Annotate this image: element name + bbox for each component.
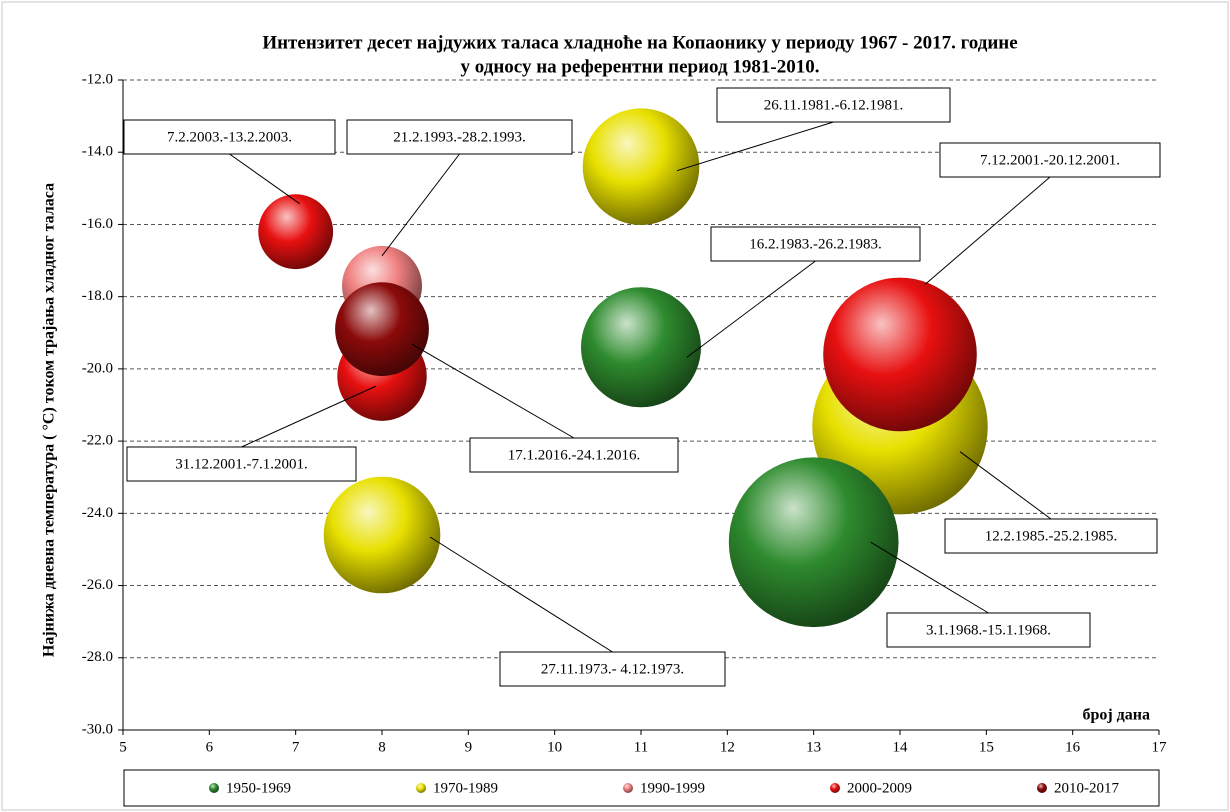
chart-subtitle: у односу на референтни период 1981-2010. bbox=[461, 56, 820, 77]
y-tick-label: -26.0 bbox=[82, 577, 113, 593]
y-tick-label: -28.0 bbox=[82, 649, 113, 665]
legend-label: 1990-1999 bbox=[640, 780, 705, 796]
x-tick-label: 14 bbox=[893, 739, 909, 755]
callout-box bbox=[944, 518, 1158, 554]
callout-label: 7.12.2001.-20.12.2001. bbox=[980, 152, 1120, 168]
legend-marker bbox=[830, 783, 840, 793]
bubble bbox=[823, 277, 977, 432]
x-tick-label: 6 bbox=[206, 739, 214, 755]
callout-box bbox=[886, 612, 1091, 648]
bubble bbox=[323, 476, 441, 594]
legend-label: 1970-1989 bbox=[433, 780, 498, 796]
callout-box bbox=[939, 142, 1161, 178]
leader-line bbox=[924, 176, 1051, 285]
bubbles bbox=[258, 108, 988, 628]
callout-box bbox=[716, 87, 951, 123]
callout-box bbox=[469, 437, 679, 473]
chart-title: Интензитет десет најдужих таласа хладноћ… bbox=[262, 32, 1017, 53]
x-tick-label: 8 bbox=[378, 739, 386, 755]
callout-box bbox=[346, 119, 573, 155]
bubble bbox=[258, 194, 334, 270]
y-tick-label: -14.0 bbox=[82, 144, 113, 160]
callout-box bbox=[499, 651, 726, 687]
callout-label: 26.11.1981.-6.12.1981. bbox=[764, 97, 903, 113]
legend-marker bbox=[623, 783, 633, 793]
y-axis-label: Најнижа дневна температура ( °C) током т… bbox=[41, 183, 58, 657]
bubble bbox=[582, 108, 700, 225]
callout-box bbox=[123, 119, 336, 155]
legend-marker bbox=[1037, 783, 1047, 793]
legend-marker bbox=[209, 783, 219, 793]
callout-label: 7.2.2003.-13.2.2003. bbox=[167, 129, 292, 145]
x-tick-label: 15 bbox=[979, 739, 994, 755]
callout-label: 21.2.1993.-28.2.1993. bbox=[393, 129, 526, 145]
x-tick-label: 12 bbox=[720, 739, 735, 755]
x-tick-label: 10 bbox=[547, 739, 562, 755]
legend bbox=[123, 769, 1160, 807]
bubble bbox=[728, 457, 899, 628]
leader-line bbox=[686, 260, 816, 358]
y-tick-label: -22.0 bbox=[82, 433, 113, 449]
callout-box bbox=[710, 226, 921, 262]
y-tick-label: -12.0 bbox=[82, 71, 113, 87]
callouts: 7.2.2003.-13.2.2003. 21.2.1993.-28.2.1993… bbox=[123, 87, 1161, 687]
x-axis-label: број дана bbox=[1082, 707, 1150, 724]
callout-label: 17.1.2016.-24.1.2016. bbox=[508, 447, 641, 463]
leader-line bbox=[381, 153, 460, 257]
leader-line bbox=[411, 343, 575, 439]
y-tick-label: -16.0 bbox=[82, 216, 113, 232]
x-tick-label: 17 bbox=[1152, 739, 1168, 755]
callout-box bbox=[126, 446, 357, 482]
y-tick-label: -18.0 bbox=[82, 288, 113, 304]
legend-label: 1950-1969 bbox=[226, 780, 291, 796]
leader-line bbox=[676, 121, 834, 172]
leader-line bbox=[959, 451, 1052, 520]
y-tick-label: -20.0 bbox=[82, 360, 113, 376]
callout-label: 16.2.1983.-26.2.1983. bbox=[749, 236, 882, 252]
callout-label: 3.1.1968.-15.1.1968. bbox=[926, 622, 1051, 638]
bubble bbox=[581, 287, 701, 408]
legend-label: 2000-2009 bbox=[847, 780, 912, 796]
callout-label: 27.11.1973.- 4.12.1973. bbox=[541, 661, 684, 677]
x-tick-label: 9 bbox=[465, 739, 473, 755]
callout-label: 12.2.1985.-25.2.1985. bbox=[985, 528, 1118, 544]
callout-label: 31.12.2001.-7.1.2001. bbox=[175, 456, 308, 472]
y-tick-label: -30.0 bbox=[82, 721, 113, 737]
leader-line bbox=[429, 536, 613, 653]
legend-marker bbox=[416, 783, 426, 793]
x-tick-label: 16 bbox=[1065, 739, 1081, 755]
bubble bbox=[335, 282, 429, 377]
x-tick-label: 13 bbox=[806, 739, 821, 755]
x-tick-label: 5 bbox=[119, 739, 127, 755]
y-tick-label: -24.0 bbox=[82, 505, 113, 521]
x-tick-label: 7 bbox=[292, 739, 300, 755]
leader-line bbox=[229, 153, 300, 205]
legend-label: 2010-2017 bbox=[1054, 780, 1119, 796]
leader-line bbox=[241, 385, 377, 448]
x-tick-label: 11 bbox=[634, 739, 648, 755]
leader-line bbox=[870, 541, 989, 614]
